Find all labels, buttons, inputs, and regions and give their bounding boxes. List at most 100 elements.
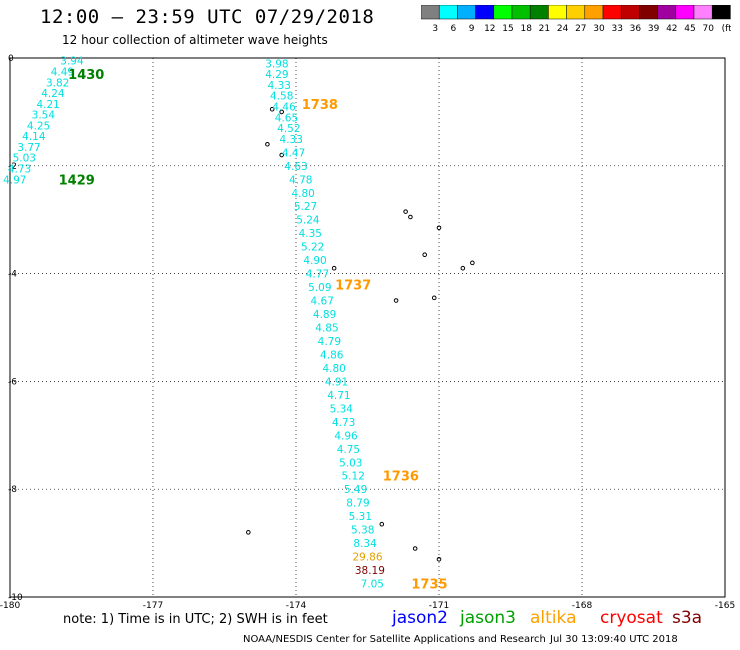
wave-height-label: 5.12 xyxy=(342,471,365,483)
island-outline xyxy=(408,214,413,220)
wave-height-label: 4.35 xyxy=(299,228,322,240)
wave-height-chart: -180 -177 -174 -171 -168 -165 0 -2 -4 -6 -8 -10 3.94… xyxy=(0,54,735,610)
time-annotation: 1738 xyxy=(302,98,338,113)
wave-height-label: 4.24 xyxy=(41,88,65,100)
x-tick-label: -165 xyxy=(715,601,735,610)
island-outline xyxy=(331,265,337,271)
scale-label: 18 xyxy=(520,24,532,34)
wave-height-label: 4.79 xyxy=(318,336,341,348)
footer-note: note: 1) Time is in UTC; 2) SWH is in fe… xyxy=(63,612,328,627)
island-outline xyxy=(460,265,466,271)
scale-label: 6 xyxy=(451,24,457,34)
y-tick-label: -10 xyxy=(8,593,23,603)
wave-height-label: 29.86 xyxy=(352,552,382,564)
x-tick-label: -171 xyxy=(429,601,449,610)
wave-height-label: 4.46 xyxy=(272,102,296,114)
wave-height-label: 4.85 xyxy=(315,323,338,335)
wave-height-label: 3.77 xyxy=(17,142,40,154)
legend-jason2: jason2 xyxy=(392,608,448,628)
wave-height-label: 4.90 xyxy=(303,255,326,267)
wave-height-label: 3.94 xyxy=(60,56,84,68)
credit-text: NOAA/NESDIS Center for Satellite Applica… xyxy=(243,634,546,645)
scale-label: 33 xyxy=(611,24,622,34)
y-tick-label: -4 xyxy=(8,270,17,280)
island-outline xyxy=(246,530,251,535)
legend-s3a: s3a xyxy=(672,608,703,628)
wave-height-label: 5.27 xyxy=(294,201,317,213)
y-tick-label: -6 xyxy=(8,377,17,387)
y-tick-label: -2 xyxy=(8,162,17,172)
scale-label: (ft) xyxy=(722,24,731,34)
time-annotation: 1429 xyxy=(59,173,95,188)
wave-height-label: 5.31 xyxy=(349,511,372,523)
x-tick-label: -174 xyxy=(286,601,307,610)
wave-height-label: 5.34 xyxy=(330,403,354,415)
scale-label: 15 xyxy=(502,24,513,34)
scale-label: 36 xyxy=(630,24,642,34)
wave-height-label: 3.98 xyxy=(265,58,288,70)
scale-label: 3 xyxy=(432,24,438,34)
wave-height-label: 4.63 xyxy=(284,161,307,173)
wave-height-label: 4.65 xyxy=(275,112,298,124)
wave-height-label: 4.71 xyxy=(327,390,350,402)
scale-label: 42 xyxy=(666,24,677,34)
island-outline xyxy=(436,225,442,231)
scale-label: 9 xyxy=(469,24,475,34)
wave-height-label: 5.24 xyxy=(296,215,320,227)
wave-height-label: 4.33 xyxy=(280,134,303,146)
island-outline xyxy=(265,141,270,147)
wave-height-label: 5.22 xyxy=(301,242,324,254)
time-annotation: 1735 xyxy=(411,578,447,593)
wave-height-label: 5.03 xyxy=(339,457,362,469)
island-outline xyxy=(393,298,399,303)
wave-height-label: 38.19 xyxy=(355,565,385,577)
wave-height-label: 3.54 xyxy=(32,110,56,122)
scale-label: 70 xyxy=(702,24,714,34)
wave-height-label: 4.86 xyxy=(320,349,344,361)
scale-label: 12 xyxy=(484,24,495,34)
scale-label: 24 xyxy=(557,24,569,34)
wave-height-label: 8.79 xyxy=(346,498,369,510)
wave-height-label: 4.78 xyxy=(289,174,312,186)
wave-height-label: 5.03 xyxy=(13,153,36,165)
plot-frame xyxy=(9,57,726,598)
wave-height-label: 5.49 xyxy=(344,484,367,496)
wave-height-label: 3.82 xyxy=(46,77,69,89)
scale-label: 21 xyxy=(539,24,550,34)
wave-height-label: 4.80 xyxy=(291,188,314,200)
scale-label: 30 xyxy=(593,24,605,34)
wave-height-label: 4.25 xyxy=(27,120,50,132)
island-outline xyxy=(436,556,442,562)
island-outline xyxy=(470,260,475,266)
wave-height-label: 4.49 xyxy=(51,66,74,78)
island-outline xyxy=(403,209,408,214)
wave-height-label: 4.89 xyxy=(313,309,336,321)
wave-height-label: 5.38 xyxy=(351,525,374,537)
wave-height-label: 4.33 xyxy=(268,80,291,92)
wave-height-label: 4.29 xyxy=(265,69,288,81)
page-subtitle: 12 hour collection of altimeter wave hei… xyxy=(62,33,328,47)
island-outline xyxy=(431,295,437,301)
scale-swatch xyxy=(711,5,731,20)
island-outline xyxy=(422,252,428,258)
wave-height-label: 4.52 xyxy=(277,123,300,135)
y-tick-label: 0 xyxy=(8,54,14,64)
time-annotation: 1736 xyxy=(383,470,419,485)
island-outline xyxy=(279,152,285,158)
wave-height-label: 4.21 xyxy=(36,99,59,111)
legend-altika: altika xyxy=(530,608,577,628)
scale-label: 45 xyxy=(684,24,695,34)
island-outline xyxy=(412,546,418,551)
island-outline xyxy=(279,109,285,115)
wave-height-label: 4.47 xyxy=(282,147,305,159)
wave-height-label: 4.77 xyxy=(306,269,329,281)
x-tick-label: -168 xyxy=(572,601,593,610)
scale-label: 39 xyxy=(648,24,660,34)
x-tick-label: -177 xyxy=(143,601,163,610)
page-title: 12:00 — 23:59 UTC 07/29/2018 xyxy=(40,6,375,28)
y-tick-label: -8 xyxy=(8,485,17,495)
time-annotation: 1430 xyxy=(68,68,104,83)
wave-height-label: 4.67 xyxy=(311,296,334,308)
wave-height-label: 4.14 xyxy=(22,131,46,143)
